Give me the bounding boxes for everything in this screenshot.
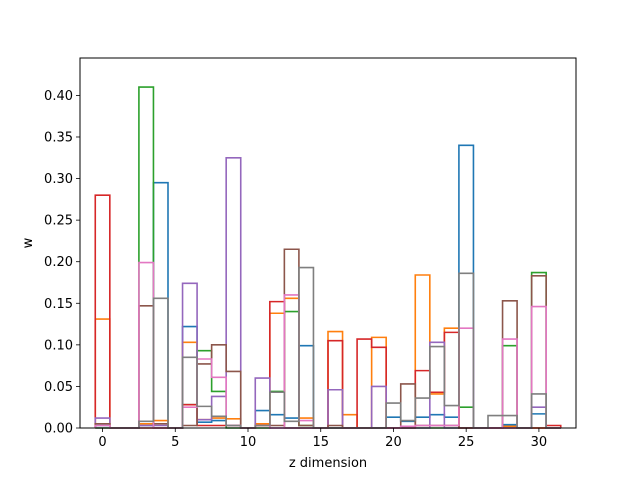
y-axis-label: w: [21, 237, 36, 248]
y-axis-ticks: 0.00 0.05 0.10 0.15 0.20 0.25 0.30 0.35 0.40: [44, 89, 80, 437]
x-tick-label: 20: [385, 435, 402, 450]
x-tick-label: 5: [171, 435, 179, 450]
x-tick-label: 10: [240, 435, 257, 450]
x-axis-ticks: 0 5 10 15 20 25 30: [98, 428, 547, 450]
axes-frame: [79, 57, 577, 429]
y-tick-label: 0.05: [44, 380, 73, 395]
y-tick-label: 0.40: [44, 89, 73, 104]
y-tick-label: 0.10: [44, 338, 73, 353]
y-tick-label: 0.00: [44, 422, 73, 437]
y-tick-label: 0.35: [44, 130, 73, 145]
x-axis-label: z dimension: [289, 456, 367, 471]
x-tick-label: 0: [98, 435, 106, 450]
y-tick-label: 0.15: [44, 297, 73, 312]
x-tick-label: 25: [458, 435, 475, 450]
y-tick-label: 0.25: [44, 214, 73, 229]
y-tick-label: 0.20: [44, 255, 73, 270]
y-tick-label: 0.30: [44, 172, 73, 187]
x-tick-label: 30: [531, 435, 548, 450]
x-tick-label: 15: [312, 435, 329, 450]
